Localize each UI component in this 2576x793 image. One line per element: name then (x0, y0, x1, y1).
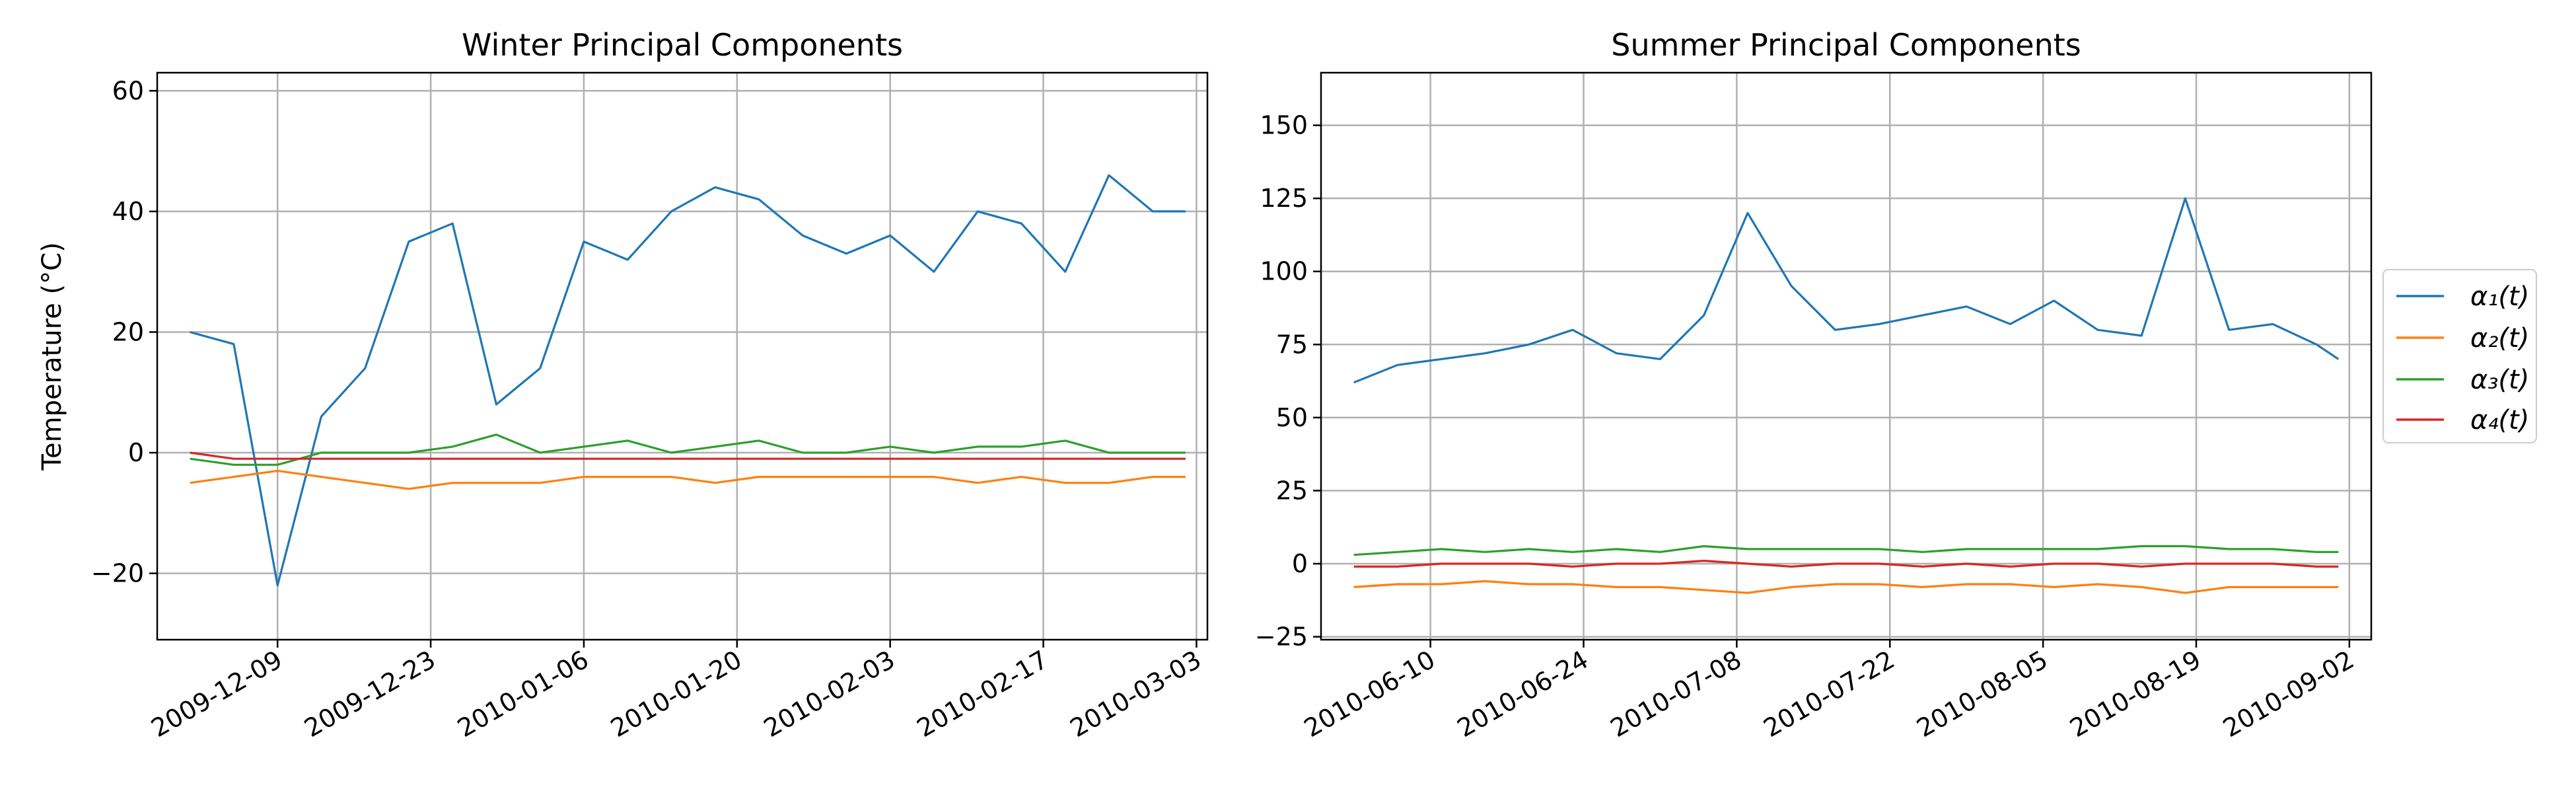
legend-label-alpha4: α₄(t) (2470, 405, 2529, 435)
winter-y-tick-label: 40 (112, 197, 144, 226)
winter-y-tick-label: 20 (112, 317, 144, 346)
summer-series-lines (1353, 197, 2340, 594)
winter-y-tick-label: −20 (91, 559, 144, 588)
winter-series-alpha2-line (190, 469, 1186, 490)
winter-gridlines (157, 73, 1207, 640)
summer-series-alpha4-line (1353, 559, 2339, 568)
winter-series-alpha4-line (190, 451, 1186, 460)
summer-y-tick-label: 0 (1292, 549, 1308, 578)
summer-y-tick-label: 125 (1260, 184, 1308, 213)
summer-y-tick-label: 25 (1276, 476, 1308, 505)
summer-gridlines (1321, 73, 2371, 640)
winter-chart-title: Winter Principal Components (462, 27, 903, 63)
winter-series-alpha3-line (190, 434, 1186, 466)
summer-y-tick-label: 100 (1260, 257, 1308, 286)
summer-plot-frame (1320, 71, 2373, 641)
winter-series-lines (190, 174, 1186, 587)
summer-series-alpha2-line (1353, 580, 2339, 594)
summer-y-tick-label: 50 (1276, 403, 1308, 432)
legend: α₁(t) α₂(t) α₃(t) α₄(t) (2382, 269, 2537, 443)
summer-y-tick-label: 75 (1276, 330, 1308, 359)
summer-y-tick-label: −25 (1255, 623, 1308, 652)
winter-y-tick-label: 0 (128, 438, 144, 467)
legend-label-alpha3: α₃(t) (2470, 365, 2529, 395)
summer-series-alpha1-line (1353, 197, 2340, 384)
winter-y-tick-label: 60 (112, 76, 144, 105)
legend-label-alpha1: α₁(t) (2470, 282, 2529, 312)
winter-y-axis-label: Temperature (°C) (37, 242, 67, 471)
summer-y-tick-label: 150 (1260, 111, 1308, 140)
summer-chart-title: Summer Principal Components (1611, 27, 2081, 63)
summer-series-alpha3-line (1353, 545, 2339, 556)
legend-label-alpha2: α₂(t) (2470, 323, 2529, 354)
winter-plot-frame (156, 71, 1209, 641)
winter-series-alpha1-line (190, 174, 1186, 587)
legend-box (2382, 269, 2537, 443)
